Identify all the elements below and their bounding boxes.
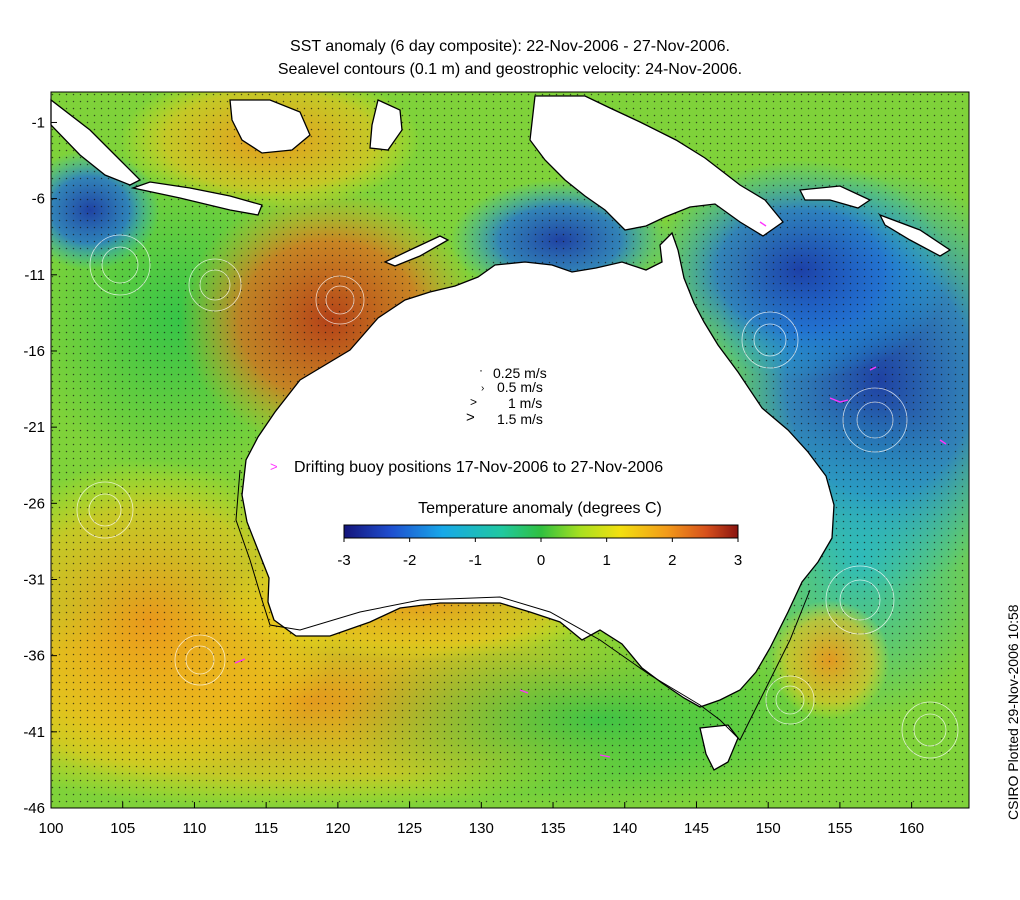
arrow-glyph-025: ·: [479, 363, 483, 377]
new-britain: [798, 185, 872, 209]
x-tick-label: 100: [38, 820, 63, 837]
colorbar-tick-label: 0: [537, 552, 545, 569]
x-tick-label: 145: [684, 820, 709, 837]
x-tick-label: 150: [756, 820, 781, 837]
y-tick-label: -26: [23, 495, 45, 512]
x-axis: 100 105 110 115 120 125 130 135 140 145 150 155 160: [38, 802, 924, 837]
y-tick-label: -46: [23, 800, 45, 817]
x-tick-label: 120: [325, 820, 350, 837]
arrow-glyph-15: >: [466, 409, 475, 426]
colorbar-tick-label: -3: [337, 552, 350, 569]
sealevel-contours: [76, 234, 959, 759]
sumatra: [50, 98, 142, 186]
tasmania: [699, 724, 739, 771]
sulawesi: [369, 99, 403, 151]
velocity-label-025: 0.25 m/s: [493, 365, 547, 381]
colorbar-tick-label: 1: [602, 552, 610, 569]
map-frame: [50, 91, 970, 809]
x-tick-label: 140: [612, 820, 637, 837]
landmasses: [50, 95, 952, 771]
velocity-label-15: 1.5 m/s: [497, 411, 543, 427]
buoy-legend-label: Drifting buoy positions 17-Nov-2006 to 2…: [294, 459, 663, 476]
solomon-islands: [878, 213, 952, 257]
y-tick-label: -36: [23, 648, 45, 665]
arrow-glyph-05: ›: [481, 383, 484, 394]
shelf-contour: [235, 469, 811, 741]
x-tick-label: 105: [110, 820, 135, 837]
arrow-glyph-1: >: [470, 395, 477, 409]
colorbar-tick-label: -1: [469, 552, 482, 569]
velocity-key: · 0.25 m/s › 0.5 m/s > 1 m/s > 1.5 m/s: [466, 363, 547, 427]
velocity-label-1: 1 m/s: [508, 395, 542, 411]
borneo: [229, 99, 311, 154]
x-tick-label: 160: [899, 820, 924, 837]
colorbar-tick-label: 2: [668, 552, 676, 569]
buoy-marker-icon: >: [270, 459, 278, 474]
australia-mainland: [241, 231, 835, 708]
timor: [383, 235, 450, 267]
colorbar-ticks: -3 -2 -1 0 1 2 3: [337, 538, 742, 569]
y-axis: -1 -6 -11 -16 -21 -26 -31 -36 -41 -46: [23, 114, 57, 817]
x-tick-label: 125: [397, 820, 422, 837]
new-guinea: [529, 95, 784, 237]
y-tick-label: -31: [23, 571, 45, 588]
colorbar-label: Temperature anomaly (degrees C): [418, 500, 662, 517]
y-tick-label: -11: [24, 267, 45, 284]
colorbar-tick-label: -2: [403, 552, 416, 569]
credit-label: CSIRO Plotted 29-Nov-2006 10:58: [1005, 604, 1020, 820]
x-tick-label: 135: [541, 820, 566, 837]
map-title-line2: Sealevel contours (0.1 m) and geostrophi…: [277, 61, 743, 78]
x-tick-label: 130: [469, 820, 494, 837]
colorbar-tick-label: 3: [734, 552, 742, 569]
java: [130, 181, 263, 216]
y-tick-label: -1: [32, 114, 45, 131]
x-tick-label: 155: [827, 820, 852, 837]
buoy-tracks: [234, 221, 947, 758]
y-tick-label: -6: [32, 191, 45, 208]
x-tick-label: 115: [254, 820, 278, 837]
y-tick-label: -41: [23, 724, 45, 741]
colorbar: [343, 524, 739, 539]
map-title-line1: SST anomaly (6 day composite): 22-Nov-20…: [290, 38, 730, 55]
y-tick-label: -21: [23, 419, 45, 436]
velocity-label-05: 0.5 m/s: [497, 379, 543, 395]
x-tick-label: 110: [182, 820, 206, 837]
y-tick-label: -16: [23, 343, 45, 360]
